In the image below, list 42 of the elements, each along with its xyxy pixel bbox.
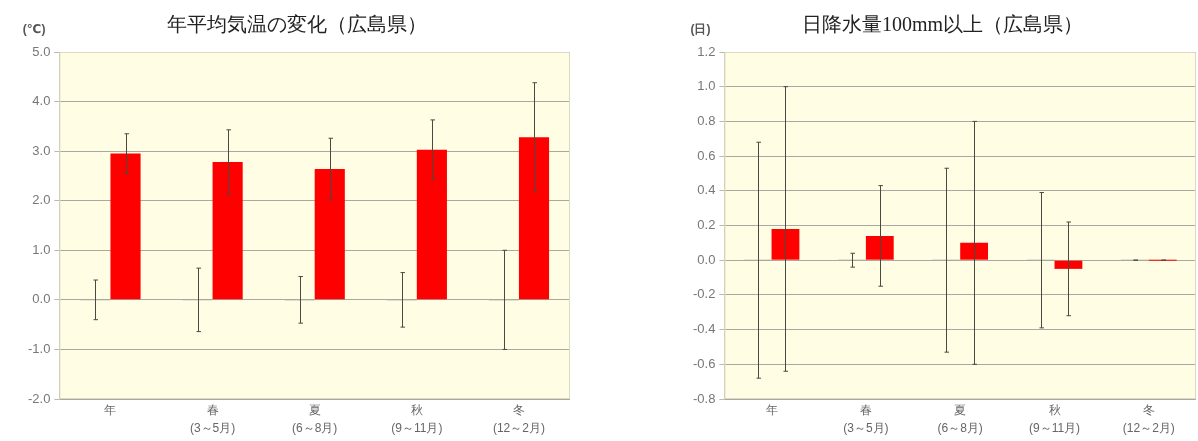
y-tick-label: 3.0 — [32, 142, 51, 158]
chart-title: 日降水量100mm以上（広島県） — [801, 13, 1084, 36]
y-tick-label: 0.0 — [697, 251, 716, 267]
x-tick-label: 冬 (12～2月) — [1122, 403, 1175, 436]
y-tick-label: -1.0 — [27, 341, 51, 357]
y-tick-label: -0.2 — [692, 286, 716, 302]
bar — [960, 242, 989, 260]
x-tick-label: 春 (3～5月) — [189, 403, 236, 436]
x-tick-label: 春 (3～5月) — [843, 403, 889, 436]
y-tick-label: 1.0 — [697, 78, 716, 94]
x-tick-label: 夏 (6～8月) — [937, 403, 983, 436]
bar — [314, 168, 345, 300]
bar — [1054, 260, 1083, 269]
y-tick-label: -2.0 — [27, 390, 51, 406]
bar — [865, 235, 894, 260]
bar — [416, 149, 447, 300]
y-tick-label: 0.0 — [32, 291, 51, 307]
y-axis-title: (℃) — [22, 22, 46, 37]
y-tick-label: 0.6 — [697, 147, 716, 163]
x-tick-label: 年 — [104, 403, 117, 418]
y-tick-label: 1.2 — [697, 43, 716, 59]
bar — [771, 228, 800, 260]
y-tick-label: 5.0 — [32, 43, 51, 59]
chart-title: 年平均気温の変化（広島県） — [167, 13, 427, 36]
x-tick-label: 冬 (12～2月) — [492, 403, 545, 436]
bar — [212, 162, 243, 300]
y-tick-label: 1.0 — [32, 241, 51, 257]
y-tick-label: 4.0 — [32, 93, 51, 109]
y-tick-label: 0.8 — [697, 112, 716, 128]
x-tick-label: 年 — [765, 403, 778, 418]
bar — [110, 153, 141, 300]
x-tick-label: 秋 (9～11月) — [391, 403, 443, 436]
y-axis-title: (日) — [690, 22, 711, 37]
y-tick-label: 0.4 — [697, 182, 716, 198]
x-tick-label: 夏 (6～8月) — [292, 403, 338, 436]
y-tick-label: -0.8 — [692, 390, 716, 406]
y-tick-label: 0.2 — [697, 217, 716, 233]
bar — [518, 137, 550, 300]
y-tick-label: 2.0 — [32, 192, 51, 208]
y-tick-label: -0.6 — [692, 355, 716, 371]
y-tick-label: -0.4 — [692, 321, 716, 337]
x-tick-label: 秋 (9～11月) — [1028, 403, 1081, 436]
